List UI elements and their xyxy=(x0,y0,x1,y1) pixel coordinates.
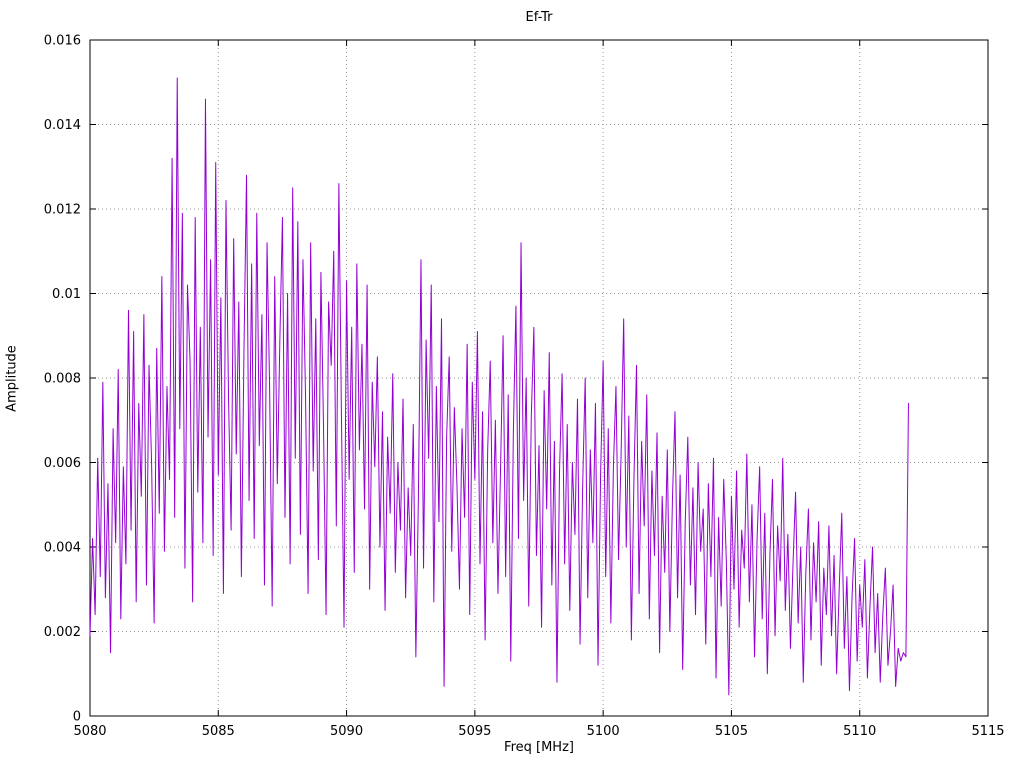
x-tick-label: 5090 xyxy=(330,724,363,739)
y-tick-label: 0 xyxy=(73,710,81,725)
x-tick-label: 5115 xyxy=(971,724,1004,739)
chart-title: Ef-Tr xyxy=(525,10,553,25)
x-tick-label: 5110 xyxy=(843,724,876,739)
y-axis-label: Amplitude xyxy=(4,345,20,412)
x-tick-label: 5080 xyxy=(73,724,106,739)
spectrum-line xyxy=(89,77,909,696)
x-axis-label: Freq [MHz] xyxy=(504,740,574,755)
y-tick-label: 0.002 xyxy=(44,625,81,640)
y-tick-label: 0.012 xyxy=(44,203,81,218)
axis-ticks: 5080 5085 5090 5095 5100 5105 5110 5115 0 0.002 0.… xyxy=(44,34,1005,740)
y-tick-label: 0.01 xyxy=(52,287,81,302)
y-tick-label: 0.006 xyxy=(44,456,81,471)
x-tick-label: 5085 xyxy=(202,724,235,739)
x-tick-label: 5095 xyxy=(458,724,491,739)
x-tick-label: 5105 xyxy=(715,724,748,739)
y-tick-label: 0.016 xyxy=(44,34,81,49)
y-tick-label: 0.004 xyxy=(44,541,81,556)
x-tick-label: 5100 xyxy=(587,724,620,739)
y-tick-label: 0.014 xyxy=(44,118,81,133)
y-tick-label: 0.008 xyxy=(44,372,81,387)
